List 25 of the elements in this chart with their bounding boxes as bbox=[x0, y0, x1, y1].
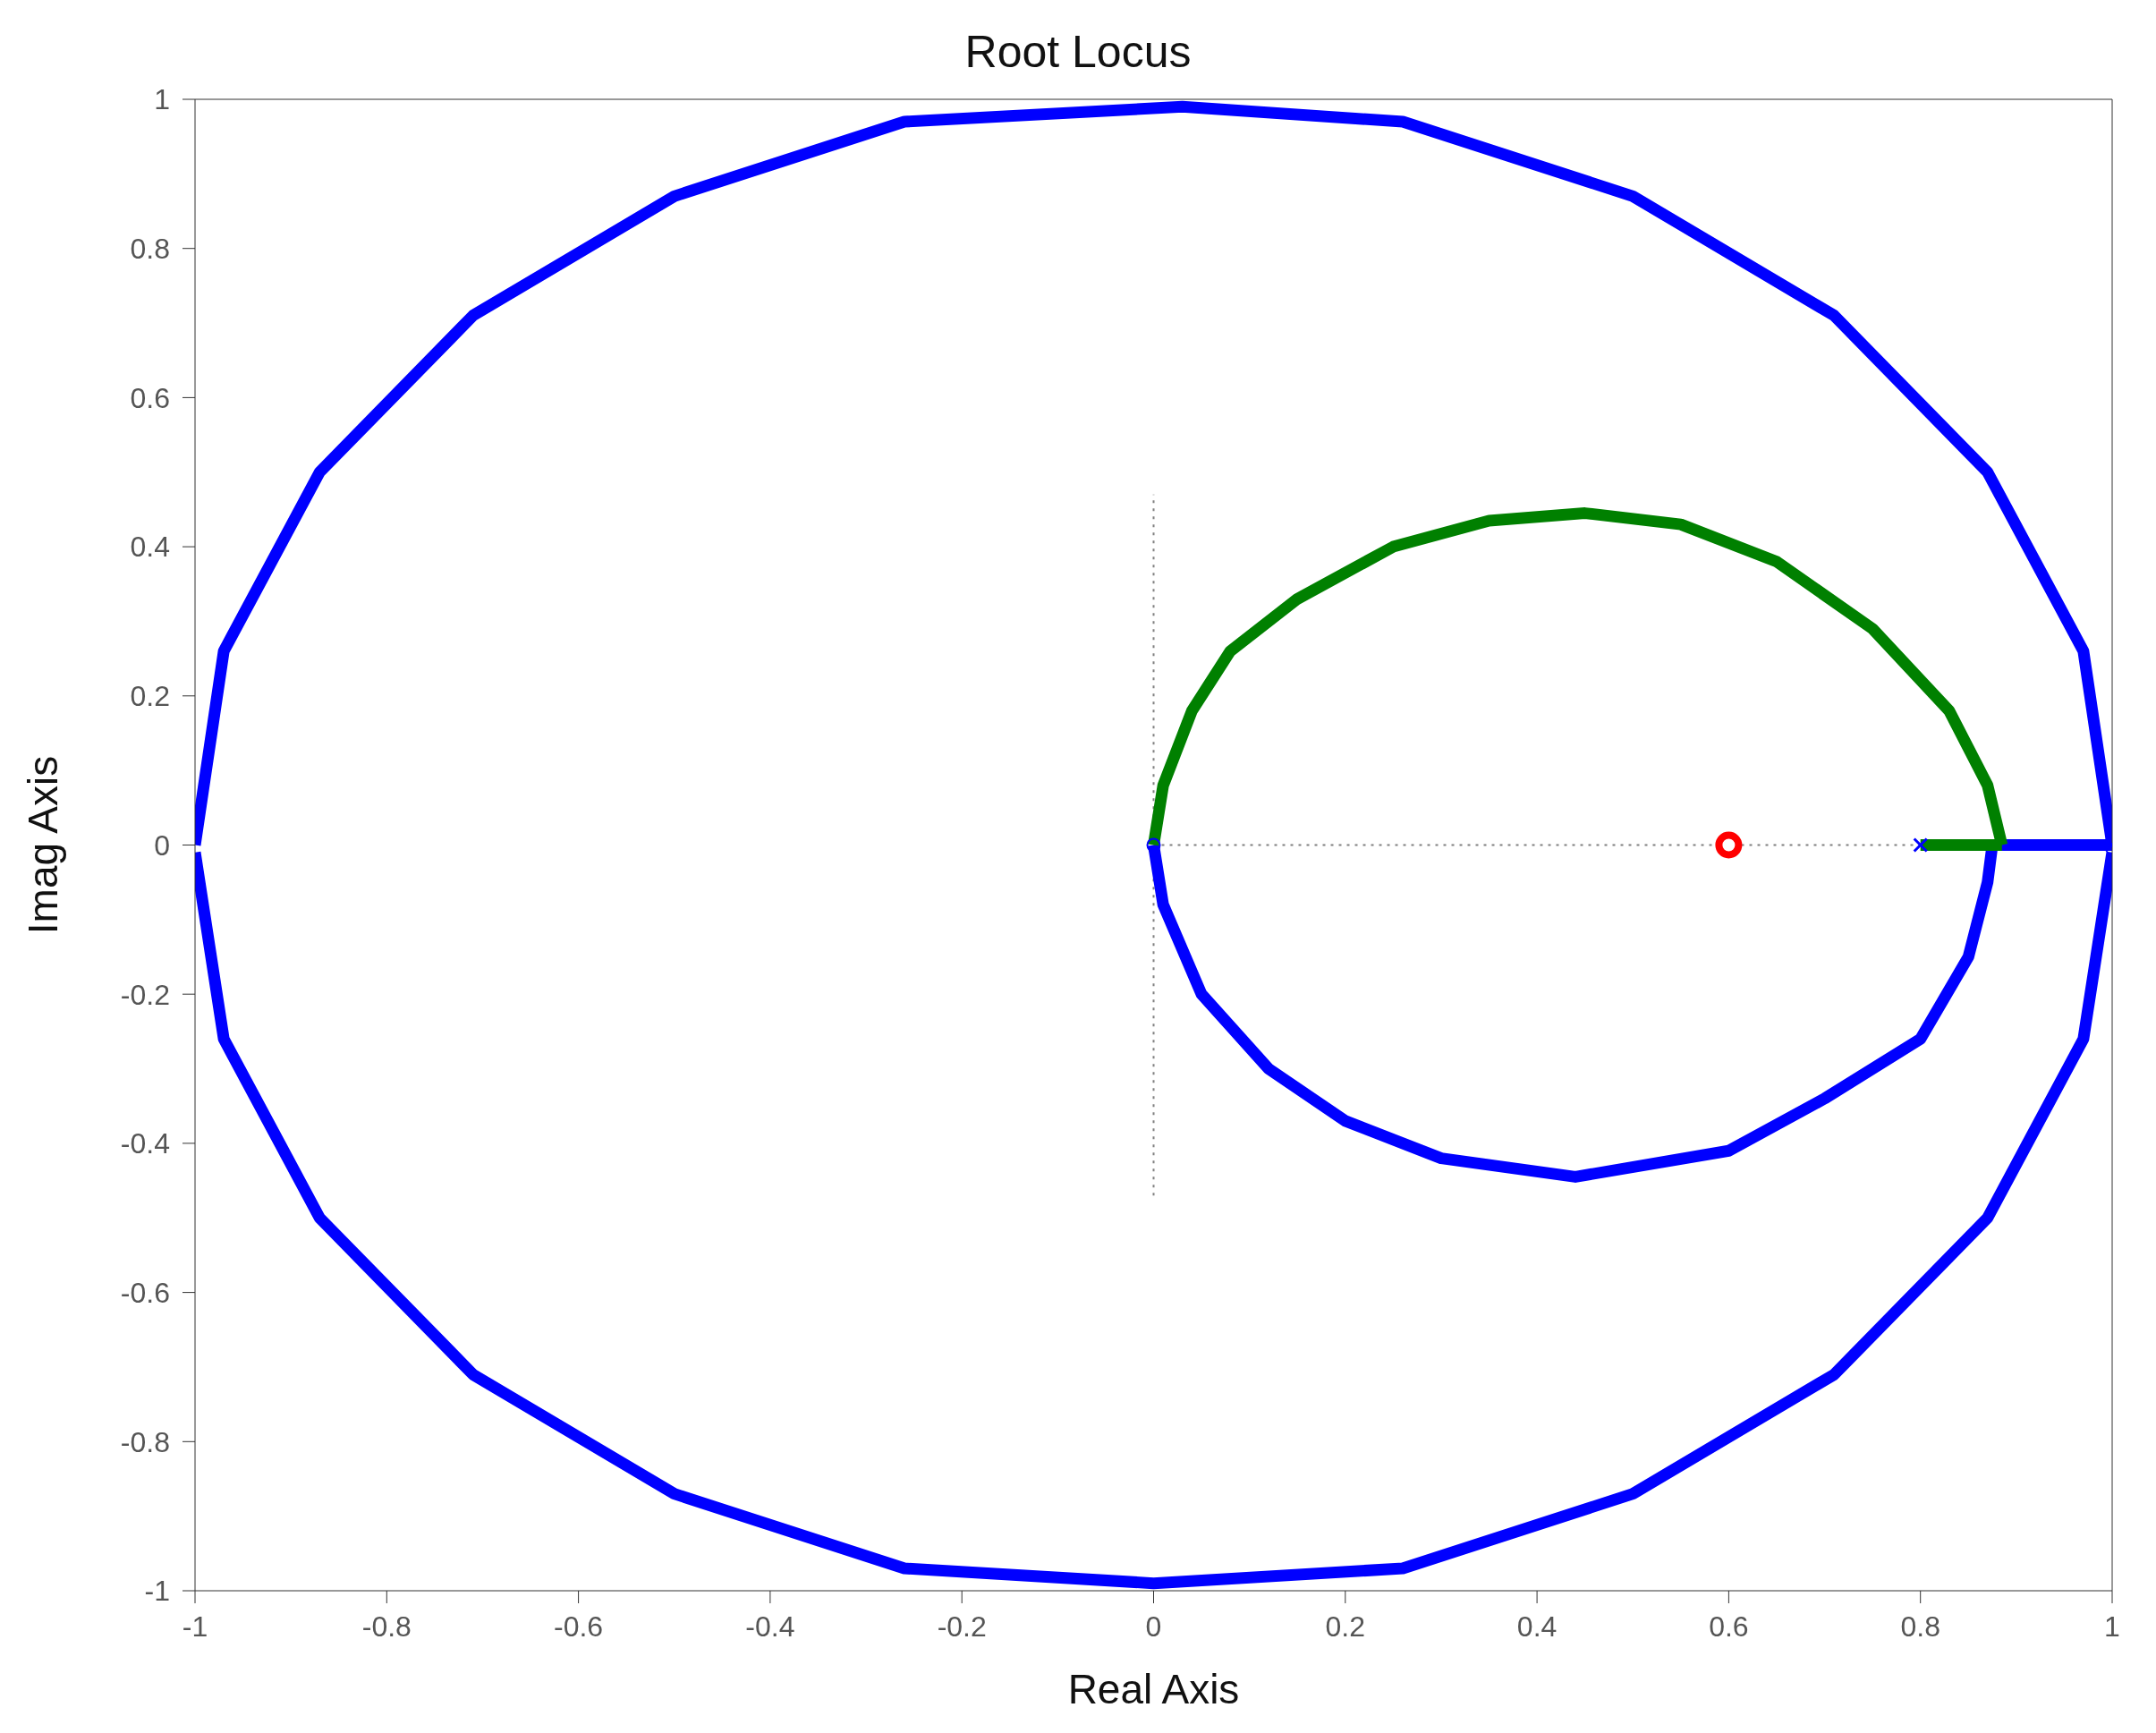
y-tick-label: 0.8 bbox=[130, 233, 170, 266]
y-tick-label: -0.8 bbox=[120, 1425, 170, 1458]
x-tick-label: 0.6 bbox=[1709, 1610, 1749, 1643]
x-tick-label: -0.2 bbox=[937, 1610, 987, 1643]
y-axis-title: Imag Axis bbox=[20, 755, 67, 935]
y-tick-label: -0.2 bbox=[120, 978, 170, 1011]
x-tick-label: 1 bbox=[2104, 1610, 2120, 1643]
x-axis-title: Real Axis bbox=[1067, 1666, 1240, 1712]
y-tick-label: -1 bbox=[144, 1575, 170, 1608]
y-tick-label: 0.4 bbox=[130, 531, 170, 564]
y-tick-label: 0 bbox=[154, 828, 170, 862]
x-tick-label: 0 bbox=[1145, 1610, 1162, 1643]
x-tick-label: -1 bbox=[182, 1610, 208, 1643]
x-tick-label: -0.8 bbox=[361, 1610, 412, 1643]
x-tick-label: -0.4 bbox=[745, 1610, 795, 1643]
y-tick-label: 1 bbox=[154, 83, 170, 116]
chart-title: Root Locus bbox=[964, 27, 1192, 77]
y-tick-label: -0.6 bbox=[120, 1276, 170, 1309]
x-tick-label: 0.4 bbox=[1516, 1610, 1558, 1643]
y-tick-label: 0.6 bbox=[130, 381, 170, 414]
y-tick-label: 0.2 bbox=[130, 680, 170, 713]
y-tick-label: -0.4 bbox=[120, 1127, 170, 1160]
x-tick-label: 0.8 bbox=[1900, 1610, 1940, 1643]
x-tick-label: -0.6 bbox=[554, 1610, 604, 1643]
x-tick-label: 0.2 bbox=[1325, 1610, 1366, 1643]
